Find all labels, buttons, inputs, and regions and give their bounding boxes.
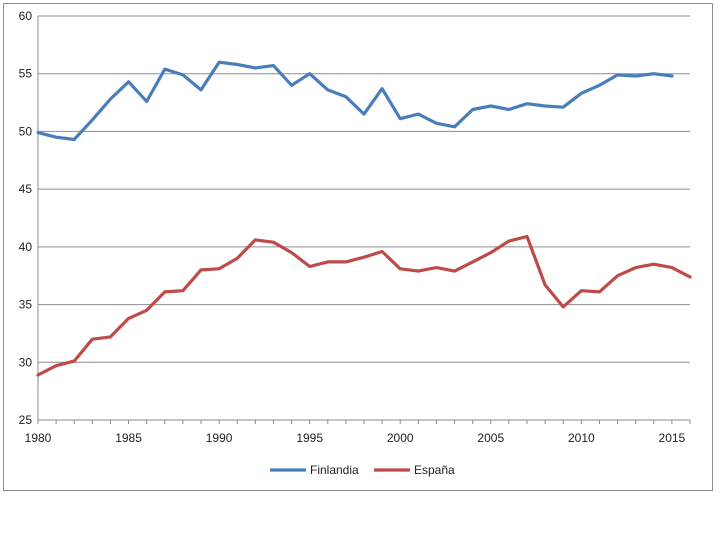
y-tick-label: 60 (19, 9, 33, 23)
x-tick-label: 2000 (387, 431, 414, 445)
gridlines (38, 15, 690, 363)
legend-label: Finlandia (310, 463, 359, 477)
x-tick-label: 2005 (477, 431, 504, 445)
series-lines (36, 60, 692, 377)
x-tick-label: 1980 (25, 431, 52, 445)
y-tick-label: 40 (19, 240, 33, 254)
x-tick-label: 2015 (659, 431, 686, 445)
y-tick-label: 45 (19, 182, 33, 196)
x-tick-label: 2010 (568, 431, 595, 445)
y-tick-label: 30 (19, 355, 33, 369)
axes (37, 16, 691, 424)
line-chart: 25 30 35 40 45 50 55 60 1980 1985 1990 1995 2000 200… (19, 9, 692, 477)
series-line-finlandia (36, 60, 674, 142)
legend-label: España (414, 463, 455, 477)
y-tick-label: 55 (19, 67, 33, 81)
x-tick-labels: 1980 1985 1990 1995 2000 2005 2010 2015 (25, 431, 686, 445)
x-tick-label: 1990 (206, 431, 233, 445)
x-tick-label: 1985 (115, 431, 142, 445)
series-line-espana (36, 234, 692, 377)
y-tick-label: 25 (19, 413, 33, 427)
y-tick-label: 35 (19, 298, 33, 312)
legend: Finlandia España (270, 463, 455, 477)
y-tick-labels: 25 30 35 40 45 50 55 60 (19, 9, 33, 427)
chart-frame: 25 30 35 40 45 50 55 60 1980 1985 1990 1995 2000 200… (3, 3, 713, 491)
y-tick-label: 50 (19, 124, 33, 138)
x-tick-label: 1995 (296, 431, 323, 445)
